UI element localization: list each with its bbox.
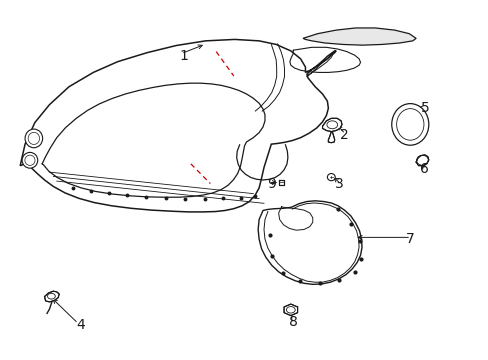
Text: 4: 4: [77, 318, 85, 332]
Text: 8: 8: [288, 315, 297, 329]
Text: 3: 3: [334, 177, 343, 190]
Polygon shape: [258, 201, 361, 284]
Text: 7: 7: [405, 232, 414, 246]
Polygon shape: [322, 118, 341, 132]
Text: 5: 5: [420, 101, 428, 115]
Text: 1: 1: [179, 49, 187, 63]
Polygon shape: [20, 40, 335, 212]
Polygon shape: [278, 180, 284, 185]
Polygon shape: [44, 291, 59, 302]
Text: 6: 6: [420, 162, 428, 176]
Ellipse shape: [391, 104, 428, 145]
Polygon shape: [284, 304, 297, 316]
Polygon shape: [303, 28, 415, 45]
Text: 2: 2: [339, 128, 348, 142]
Text: 9: 9: [266, 177, 275, 190]
Ellipse shape: [22, 152, 38, 168]
Polygon shape: [415, 155, 428, 166]
Ellipse shape: [25, 129, 42, 148]
Ellipse shape: [327, 174, 334, 181]
Polygon shape: [328, 132, 334, 143]
